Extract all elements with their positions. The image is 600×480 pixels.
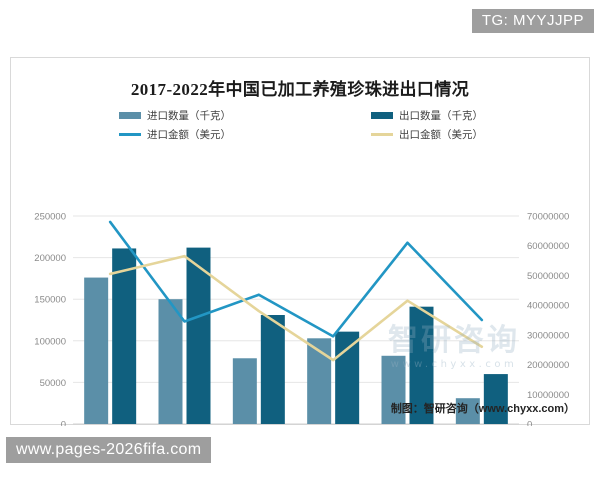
y-axis-right-tick: 10000000 <box>527 390 569 401</box>
chart-credit: 制图：智研咨询（www.chyxx.com） <box>390 403 575 415</box>
y-axis-right-tick: 40000000 <box>527 301 569 312</box>
tg-tag-watermark: TG: MYYJJPP <box>471 9 594 34</box>
chart-bar <box>186 247 211 424</box>
y-axis-left-tick: 150000 <box>34 295 66 306</box>
chart-bar <box>335 331 360 424</box>
legend-swatch-import-quantity <box>119 112 141 119</box>
chart-bar <box>381 355 406 424</box>
chart-bar <box>260 315 285 424</box>
plot-area: 0 50000 100000 150000 200000 250000 0 10000000 2… <box>11 58 591 427</box>
site-url-watermark: www.pages-2026fifa.com <box>6 436 212 463</box>
legend-swatch-export-quantity <box>371 112 393 119</box>
y-axis-right-tick: 70000000 <box>527 212 569 223</box>
y-axis-left-tick: 50000 <box>40 378 66 389</box>
legend-label-import-value: 进口金额（美元） <box>147 129 231 141</box>
chart-bar <box>84 277 109 424</box>
y-axis-right-tick: 20000000 <box>527 360 569 371</box>
chart-line <box>108 254 484 362</box>
legend-label-export-quantity: 出口数量（千克） <box>399 110 483 122</box>
chart-bar <box>112 248 137 424</box>
legend-item-export-value[interactable]: 出口金额（美元） <box>371 127 483 142</box>
legend-swatch-export-value <box>371 133 393 136</box>
legend-swatch-import-value <box>119 133 141 136</box>
y-axis-left-tick: 250000 <box>34 212 66 223</box>
y-axis-left-tick: 100000 <box>34 336 66 347</box>
chart-bar <box>307 338 332 424</box>
chart-legend: 进口数量（千克） 进口金额（美元） 出口数量（千克） 出口金额（美元） <box>11 106 589 150</box>
chart-svg: 0 50000 100000 150000 200000 250000 0 10000000 2… <box>34 212 569 427</box>
legend-item-import-value[interactable]: 进口金额（美元） <box>119 127 231 142</box>
chart-title: 2017-2022年中国已加工养殖珍珠进出口情况 <box>130 80 470 99</box>
y-axis-right-tick: 0 <box>527 420 532 427</box>
y-axis-left-tick: 0 <box>61 420 66 427</box>
chart-bar <box>455 398 480 424</box>
y-axis-right-tick: 60000000 <box>527 241 569 252</box>
chart-bar <box>158 299 183 424</box>
chart-bar <box>232 358 257 424</box>
chart-bar <box>483 374 508 424</box>
legend-label-export-value: 出口金额（美元） <box>399 129 483 141</box>
legend-item-export-quantity[interactable]: 出口数量（千克） <box>371 108 483 123</box>
chart-line <box>108 220 484 338</box>
y-axis-right-tick: 50000000 <box>527 271 569 282</box>
y-axis-left-tick: 200000 <box>34 253 66 264</box>
chart-card: 2017-2022年中国已加工养殖珍珠进出口情况 进口数量（千克） 进口金额（美… <box>10 57 591 427</box>
legend-item-import-quantity[interactable]: 进口数量（千克） <box>119 108 231 123</box>
chart-bar <box>409 306 434 424</box>
legend-label-import-quantity: 进口数量（千克） <box>147 110 231 122</box>
y-axis-right-tick: 30000000 <box>527 330 569 341</box>
